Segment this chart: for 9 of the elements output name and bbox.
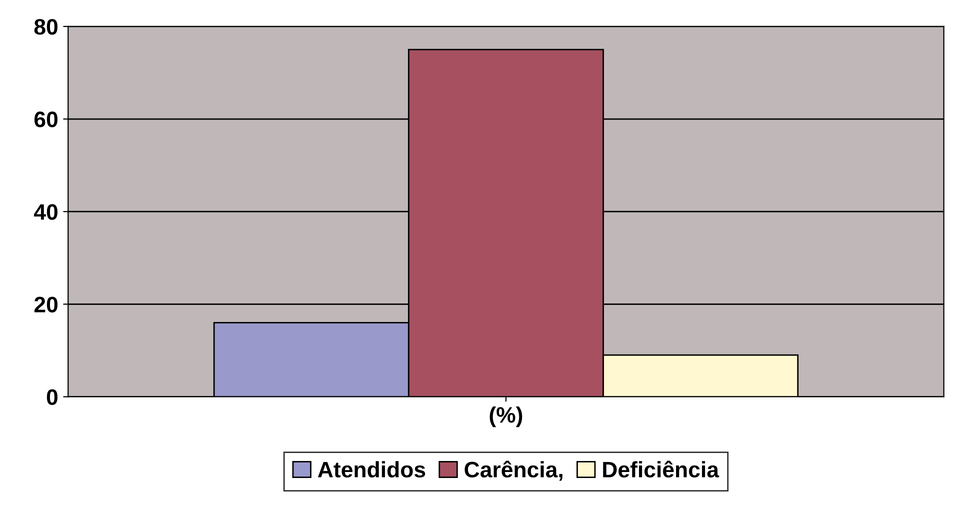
legend-label: Deficiência: [603, 460, 720, 478]
y-tick-label: 40: [34, 204, 58, 220]
y-tick-label: 80: [34, 18, 58, 35]
x-tick-label: (%): [490, 406, 522, 428]
legend-label: Atendidos: [318, 461, 426, 478]
y-tick-label: 20: [34, 296, 58, 312]
y-tick-label: 0: [46, 389, 58, 406]
legend-label: Carência,: [464, 460, 562, 481]
y-tick-label: 60: [34, 112, 58, 128]
